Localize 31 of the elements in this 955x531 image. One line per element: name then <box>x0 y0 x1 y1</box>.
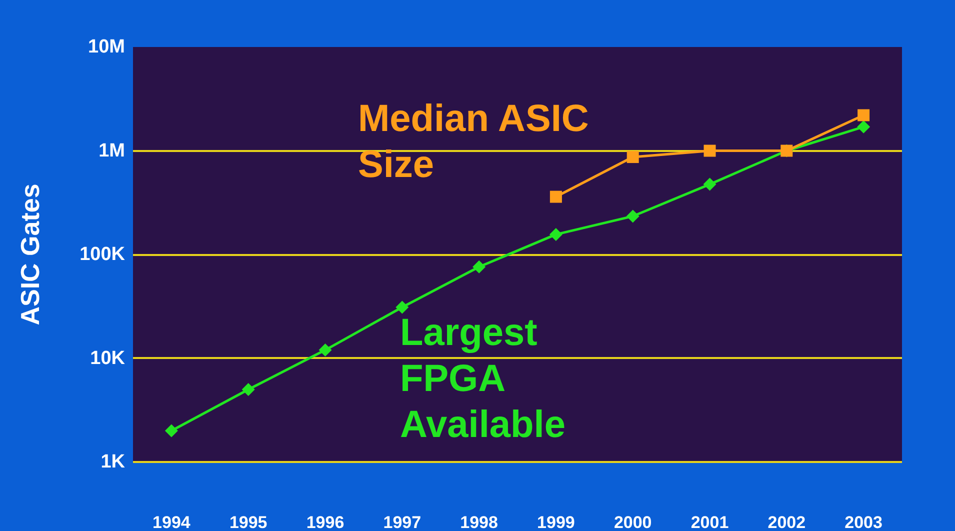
point <box>396 300 409 314</box>
x-tick-label: 1996 <box>306 513 344 531</box>
x-tick-label: 1994 <box>152 513 191 531</box>
y-axis-title: ASIC Gates <box>15 184 45 326</box>
x-tick-label: 2002 <box>768 513 806 531</box>
series-label: Median ASIC Size <box>358 98 600 186</box>
x-tick-label: 1995 <box>229 513 268 531</box>
point <box>318 344 332 357</box>
y-tick-label: 1K <box>100 452 126 472</box>
point <box>626 151 639 164</box>
y-tick-label: 10K <box>90 348 126 369</box>
x-tick-label: 2000 <box>614 513 652 531</box>
point <box>857 120 870 134</box>
point <box>703 178 716 191</box>
series-label: Largest FPGA Available <box>400 312 566 446</box>
y-tick-label: 10M <box>88 36 125 58</box>
point <box>472 260 486 274</box>
point <box>704 144 716 157</box>
point <box>626 210 640 223</box>
point <box>549 228 562 241</box>
point <box>858 109 870 122</box>
point <box>242 382 255 396</box>
point <box>164 424 178 438</box>
y-tick-label: 100K <box>80 244 126 265</box>
x-tick-label: 2003 <box>844 513 882 531</box>
x-tick-label: 1998 <box>460 513 498 531</box>
x-tick-label: 1997 <box>383 513 422 531</box>
point <box>550 190 562 203</box>
x-tick-label: 2001 <box>690 513 729 531</box>
y-tick-label: 1M <box>98 140 125 162</box>
x-tick-label: 1999 <box>537 513 575 531</box>
